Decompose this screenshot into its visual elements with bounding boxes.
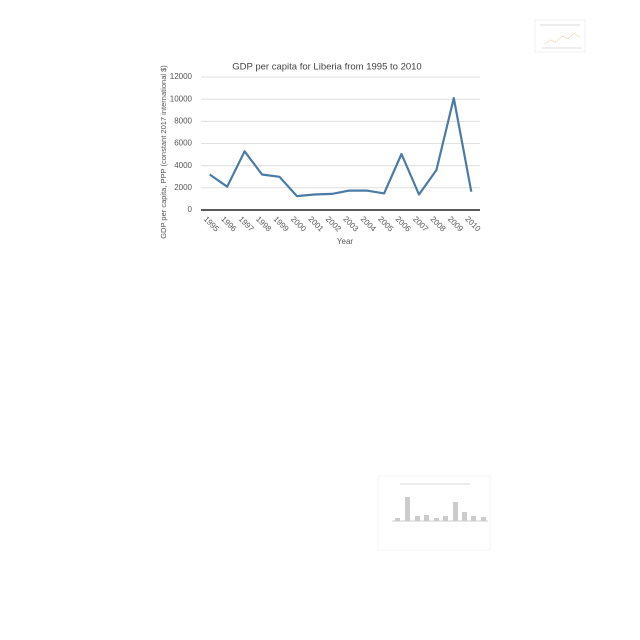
y-tick-label: 12000 [170,72,193,81]
thumbnail-bar [424,515,429,521]
y-tick-label: 4000 [174,161,192,170]
thumbnail-top [534,19,586,53]
y-axis-label: GDP per capita, PPP (constant 2017 inter… [159,65,168,239]
thumbnail-frame [377,475,491,551]
x-tick-label: 2001 [306,215,325,234]
x-tick-label: 2007 [411,215,430,234]
x-tick-label: 2002 [324,215,343,234]
x-tick-label: 2010 [463,215,482,234]
x-tick-label: 2006 [394,215,413,234]
x-tick-label: 2009 [446,215,465,234]
thumbnail-bar [453,502,458,521]
thumbnail-bar [481,517,486,521]
x-tick-label: 1997 [237,215,256,234]
thumbnail-bar [395,518,400,521]
x-tick-label: 1999 [272,215,291,234]
y-tick-label: 0 [188,205,193,214]
thumbnail-bar [443,516,448,521]
y-tick-label: 8000 [174,116,192,125]
x-tick-label: 1996 [219,215,238,234]
thumbnail-bar [405,497,410,521]
x-tick-label: 2004 [359,215,378,234]
thumbnail-bar [462,512,467,521]
x-tick-label: 2008 [429,215,448,234]
x-tick-label: 1998 [254,215,273,234]
thumbnail-bar [434,518,439,521]
x-tick-label: 1995 [202,215,221,234]
chart-title: GDP per capita for Liberia from 1995 to … [232,62,421,73]
line-series [209,97,473,198]
y-tick-label: 10000 [170,94,193,103]
x-axis-label: Year [337,237,354,246]
x-tick-label: 2003 [341,215,360,234]
thumbnail-bottom [377,475,491,551]
thumbnail-dots [544,32,581,45]
x-tick-label: 2005 [376,215,395,234]
thumbnail-bar [415,516,420,521]
y-tick-label: 6000 [174,139,192,148]
y-tick-label: 2000 [174,183,192,192]
thumbnail-bar [471,516,476,521]
x-tick-label: 2000 [289,215,308,234]
